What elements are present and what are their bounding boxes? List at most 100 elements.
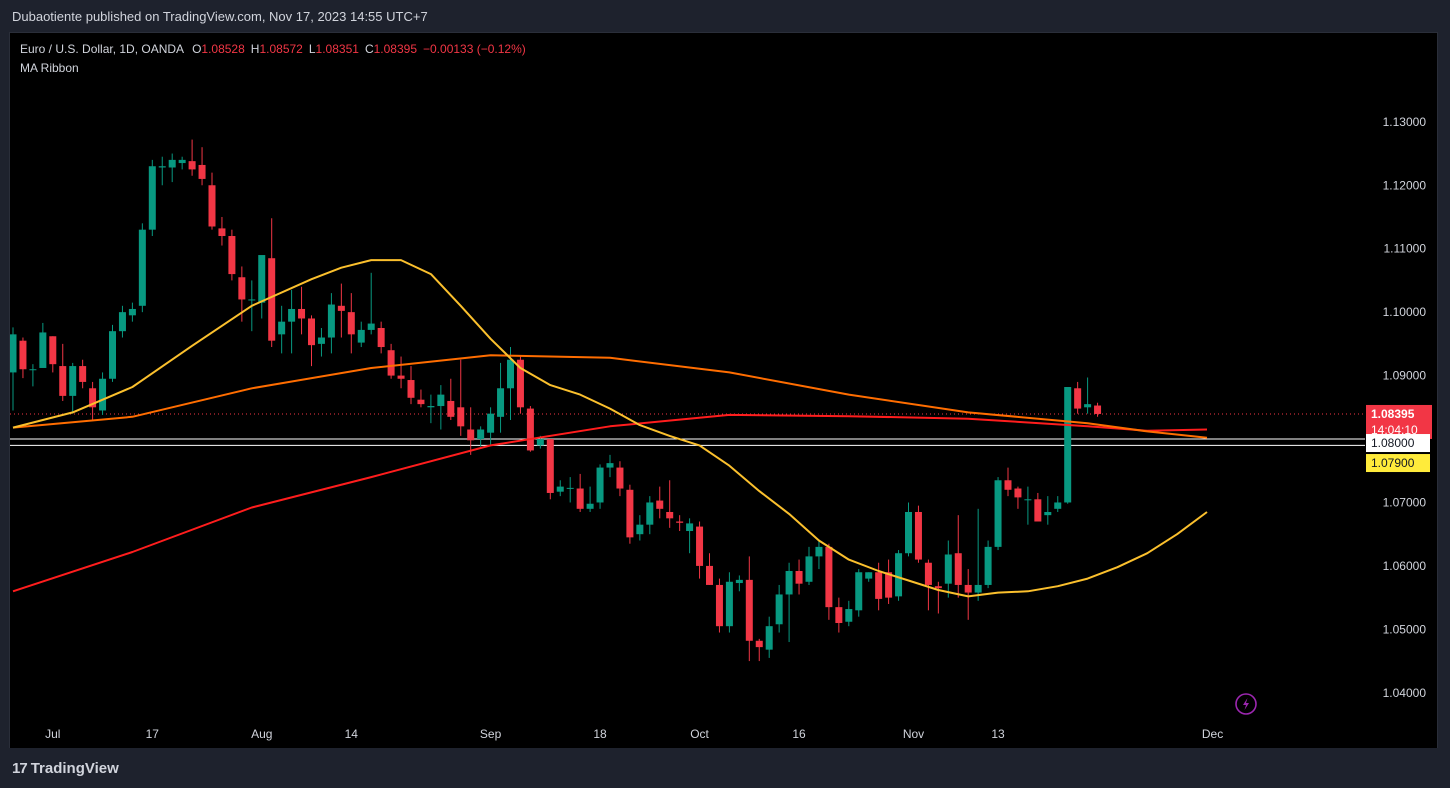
candle[interactable]: [447, 378, 455, 420]
candle[interactable]: [198, 147, 206, 186]
candle[interactable]: [457, 359, 465, 436]
candle[interactable]: [626, 484, 634, 544]
candle[interactable]: [377, 321, 385, 354]
candle[interactable]: [765, 616, 773, 658]
candle[interactable]: [59, 343, 67, 401]
candle[interactable]: [1064, 387, 1072, 504]
candle[interactable]: [497, 362, 505, 433]
candle[interactable]: [805, 546, 813, 585]
candle[interactable]: [118, 305, 126, 338]
candle[interactable]: [795, 559, 803, 595]
candle[interactable]: [49, 336, 57, 373]
indicator-name[interactable]: MA Ribbon: [20, 61, 79, 75]
candle[interactable]: [586, 486, 594, 512]
candle[interactable]: [1074, 381, 1082, 414]
candle[interactable]: [954, 515, 962, 598]
symbol-name[interactable]: Euro / U.S. Dollar, 1D, OANDA: [20, 42, 185, 56]
tradingview-brand[interactable]: 17 TradingView: [12, 760, 119, 777]
candle[interactable]: [268, 218, 276, 348]
candle[interactable]: [367, 272, 375, 335]
candle[interactable]: [278, 305, 286, 354]
candle[interactable]: [516, 356, 524, 414]
candle[interactable]: [19, 337, 27, 379]
candle[interactable]: [835, 597, 843, 633]
candle[interactable]: [308, 315, 315, 367]
candle[interactable]: [646, 496, 654, 535]
candle[interactable]: [417, 389, 425, 408]
candle[interactable]: [1084, 377, 1092, 414]
candle[interactable]: [347, 293, 355, 354]
candle[interactable]: [109, 324, 116, 382]
candle[interactable]: [546, 439, 554, 500]
candle[interactable]: [855, 569, 863, 617]
candle[interactable]: [337, 283, 345, 338]
candle[interactable]: [556, 480, 564, 497]
candle[interactable]: [387, 343, 395, 379]
candle[interactable]: [845, 600, 853, 627]
candle[interactable]: [676, 515, 684, 532]
candle[interactable]: [596, 464, 604, 509]
candle[interactable]: [477, 426, 485, 447]
candle[interactable]: [924, 559, 932, 611]
candle[interactable]: [666, 480, 674, 528]
candle[interactable]: [218, 216, 226, 246]
candle[interactable]: [437, 385, 445, 430]
candle[interactable]: [467, 407, 475, 455]
candle[interactable]: [1014, 486, 1022, 509]
candle[interactable]: [755, 638, 763, 662]
candle[interactable]: [974, 508, 982, 601]
candle[interactable]: [984, 540, 992, 589]
candle[interactable]: [905, 502, 912, 557]
candle[interactable]: [1094, 402, 1102, 417]
candle[interactable]: [1024, 486, 1032, 525]
candle[interactable]: [168, 153, 176, 183]
candle[interactable]: [1044, 496, 1052, 525]
candle[interactable]: [686, 518, 694, 554]
candle[interactable]: [706, 553, 713, 585]
candle[interactable]: [526, 406, 534, 452]
candle[interactable]: [576, 473, 584, 512]
candle[interactable]: [1034, 492, 1042, 522]
candle[interactable]: [79, 359, 87, 389]
candle[interactable]: [944, 540, 952, 598]
candle[interactable]: [636, 515, 644, 541]
candle[interactable]: [10, 327, 17, 411]
candle[interactable]: [725, 572, 733, 633]
candle[interactable]: [785, 562, 793, 643]
candle[interactable]: [99, 372, 107, 415]
candle[interactable]: [914, 505, 922, 563]
chart-pane[interactable]: 1.13000 1.12000 1.11000 1.10000 1.09000 1.070…: [9, 32, 1438, 749]
candle[interactable]: [735, 575, 743, 592]
candlestick-chart[interactable]: 1.13000 1.12000 1.11000 1.10000 1.09000 1.070…: [10, 33, 1437, 748]
candle[interactable]: [1004, 467, 1012, 497]
candle[interactable]: [885, 559, 893, 604]
candle[interactable]: [745, 556, 753, 662]
candle[interactable]: [407, 366, 415, 405]
candle[interactable]: [825, 543, 833, 620]
candle[interactable]: [228, 229, 236, 281]
candle[interactable]: [357, 321, 365, 348]
candle[interactable]: [964, 569, 972, 620]
candle[interactable]: [865, 572, 873, 582]
candle[interactable]: [128, 302, 136, 322]
candle[interactable]: [606, 454, 614, 478]
candle[interactable]: [178, 156, 186, 170]
candle[interactable]: [188, 139, 196, 176]
candle[interactable]: [487, 407, 495, 446]
candle[interactable]: [29, 364, 37, 387]
candle[interactable]: [775, 584, 783, 633]
lightning-icon[interactable]: [1235, 693, 1257, 715]
candle[interactable]: [39, 322, 47, 368]
candle[interactable]: [715, 578, 723, 633]
time-axis-bg[interactable]: [10, 715, 1437, 748]
candle[interactable]: [696, 521, 704, 579]
price-axis-bg[interactable]: [1365, 33, 1437, 748]
candle[interactable]: [895, 550, 903, 601]
candle[interactable]: [994, 477, 1002, 551]
candle[interactable]: [427, 394, 435, 424]
candle[interactable]: [656, 486, 664, 519]
candle[interactable]: [397, 356, 405, 389]
candle[interactable]: [138, 223, 146, 313]
candle[interactable]: [158, 156, 166, 186]
candle[interactable]: [298, 286, 306, 335]
